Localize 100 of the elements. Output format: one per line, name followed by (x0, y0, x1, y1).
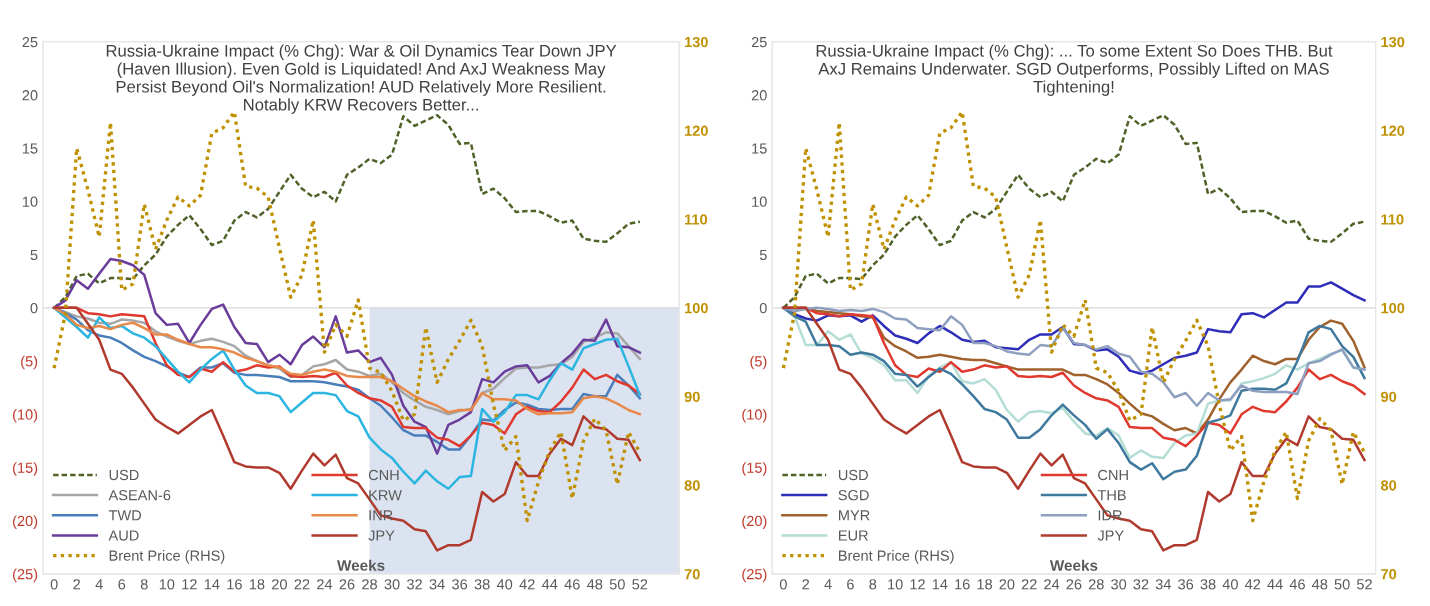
x-tick-label: 48 (587, 579, 603, 590)
x-tick-label: 4 (824, 579, 832, 590)
x-tick-label: 28 (1088, 579, 1104, 590)
legend-label: TWD (108, 510, 142, 521)
legend-label: THB (1097, 490, 1126, 501)
x-tick-label: 42 (519, 579, 535, 590)
x-tick-label: 50 (1334, 579, 1350, 590)
x-tick-label: 32 (407, 579, 422, 590)
x-tick-label: 14 (204, 579, 220, 590)
x-tick-label: 26 (339, 579, 355, 590)
y2-tick-label: 100 (685, 302, 708, 314)
y-tick-label: 10 (22, 196, 38, 207)
x-axis-title: Weeks (337, 559, 385, 571)
y-tick-label: (20) (13, 515, 38, 529)
x-tick-label: 42 (1244, 579, 1261, 590)
legend-label: USD (109, 469, 139, 481)
y-tick-label: (5) (750, 355, 767, 370)
line-series (782, 306, 1366, 407)
x-tick-label: 32 (1133, 579, 1149, 590)
y-tick-label: 0 (30, 302, 38, 314)
x-tick-label: 34 (429, 579, 445, 590)
legend-label: SGD (838, 489, 869, 501)
text: Russia-Ukraine Impact (% Chg): War & Oil Dynamics Tear Down JPY (Haven Illusion). Even Gold is Liquidated! And AxJ Weakness May Persist Beyond Oil's Normalization! AUD Relatively More Resilient. Notably KRW Recovers Better... (106, 44, 617, 114)
legend-label: EUR (839, 530, 868, 541)
x-tick-label: 2 (73, 579, 81, 590)
x-axis-title: Weeks (1049, 559, 1098, 571)
y-tick-label: 20 (22, 90, 38, 101)
x-tick-label: 40 (1222, 579, 1238, 590)
y-tick-label: (25) (742, 568, 767, 583)
legend-label: USD (838, 469, 868, 481)
legend-label: ASEAN-6 (108, 489, 171, 501)
x-tick-label: 40 (496, 579, 513, 590)
x-tick-label: 38 (474, 579, 490, 590)
x-tick-label: 6 (118, 579, 126, 590)
x-tick-label: 18 (977, 579, 993, 590)
y-tick-label: (10) (13, 408, 38, 423)
line-series (782, 113, 1366, 310)
x-tick-label: 44 (1267, 579, 1283, 590)
x-tick-label: 6 (847, 579, 854, 590)
line-series (781, 110, 1367, 523)
y2-tick-label: 70 (1381, 568, 1397, 580)
y-tick-label: (25) (13, 568, 38, 583)
legend-label: JPY (1097, 530, 1124, 541)
x-tick-label: 36 (1178, 579, 1194, 590)
y2-tick-label: 90 (684, 391, 700, 402)
x-tick-label: 14 (932, 579, 948, 590)
x-tick-label: 26 (1066, 579, 1082, 590)
y-tick-label: (5) (21, 355, 38, 370)
x-tick-label: 22 (1021, 579, 1037, 590)
y2-tick-label: 120 (1381, 125, 1405, 136)
legend-label: AUD (108, 530, 139, 541)
y2-tick-label: 130 (685, 36, 708, 48)
x-tick-label: 38 (1200, 579, 1216, 590)
y2-tick-label: 80 (684, 480, 700, 491)
x-tick-label: 12 (910, 579, 925, 590)
y-tick-label: (10) (742, 408, 767, 423)
x-tick-label: 0 (50, 579, 58, 590)
y-tick-label: 15 (752, 143, 767, 154)
x-tick-label: 34 (1155, 579, 1172, 590)
y-tick-label: 10 (752, 196, 767, 207)
y-tick-label: 25 (751, 36, 767, 48)
y2-tick-label: 120 (685, 125, 708, 136)
y-tick-label: (15) (742, 462, 767, 476)
y2-tick-label: 80 (1380, 480, 1397, 491)
x-tick-label: 0 (779, 579, 787, 590)
legend-label: KRW (369, 490, 402, 501)
line-series (52, 306, 642, 552)
x-tick-label: 48 (1312, 579, 1328, 590)
line-series (782, 306, 1366, 552)
x-tick-label: 30 (384, 579, 400, 590)
legend-label: Brent Price (RHS) (109, 550, 225, 564)
x-tick-label: 50 (609, 579, 625, 590)
y-tick-label: 15 (22, 143, 38, 154)
x-tick-label: 44 (541, 579, 558, 590)
x-tick-label: 16 (955, 579, 970, 590)
x-tick-label: 30 (1111, 579, 1127, 590)
legend-label: JPY (368, 530, 395, 541)
legend-label: CNH (368, 469, 399, 481)
x-tick-label: 46 (564, 579, 580, 590)
y2-tick-label: 70 (684, 568, 700, 580)
x-tick-label: 20 (272, 579, 287, 590)
x-tick-label: 2 (802, 579, 810, 590)
y-tick-label: 5 (759, 249, 767, 261)
text: Russia-Ukraine Impact (% Chg): ... To some Extent So Does THB. But AxJ Remains Underwater. SGD Outperforms, Possibly Lifted on MAS Tightening! (816, 44, 1333, 96)
x-tick-label: 4 (95, 579, 103, 590)
y-tick-label: (20) (742, 515, 767, 529)
x-tick-label: 16 (227, 579, 242, 590)
line-series (52, 306, 642, 490)
x-tick-label: 12 (182, 579, 197, 590)
legend-label: MYR (839, 510, 870, 521)
x-tick-label: 10 (888, 579, 903, 590)
y2-tick-label: 110 (685, 214, 708, 225)
legend-label: Brent Price (RHS) (839, 550, 954, 564)
y-tick-label: 0 (759, 302, 767, 314)
y-tick-label: 20 (751, 90, 767, 101)
y-tick-label: (15) (13, 462, 38, 476)
y2-tick-label: 110 (1381, 214, 1404, 225)
x-tick-label: 28 (362, 579, 377, 590)
x-tick-label: 52 (632, 579, 648, 590)
y-tick-label: 5 (30, 249, 38, 261)
